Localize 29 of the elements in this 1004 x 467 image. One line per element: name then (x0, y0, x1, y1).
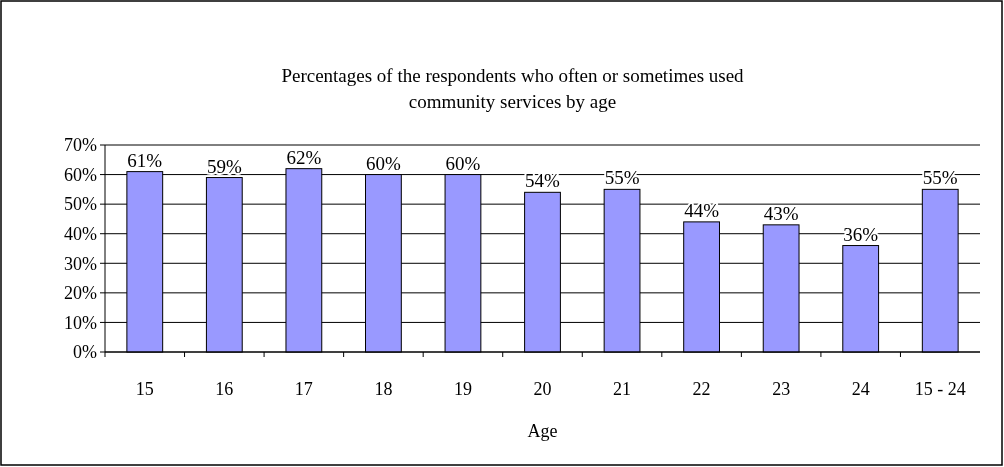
data-label: 44% (684, 199, 720, 221)
data-label: 62% (286, 146, 322, 168)
data-label: 43% (763, 202, 799, 224)
y-tick-label: 60% (64, 164, 97, 185)
x-tick-label: 15 - 24 (914, 379, 966, 399)
x-tick-label: 21 (613, 379, 632, 399)
x-tick-label: 17 (294, 379, 313, 399)
x-tick-label: 23 (772, 379, 791, 399)
data-label: 59% (206, 155, 242, 177)
y-tick-label: 30% (64, 253, 97, 274)
data-label: 60% (366, 152, 401, 174)
x-tick-label: 15 (135, 379, 154, 399)
data-label: 60% (445, 152, 481, 174)
y-tick-label: 70% (64, 135, 97, 156)
x-tick-label: 18 (374, 379, 393, 399)
y-tick-label: 10% (64, 312, 97, 333)
x-tick-label: 16 (215, 379, 234, 399)
x-tick-label: 22 (692, 379, 711, 399)
chart-title: Percentages of the respondents who often or sometimes used community services by age (281, 65, 745, 112)
y-tick-label: 20% (64, 283, 97, 304)
data-label: 61% (127, 149, 163, 171)
y-tick-label: 0% (73, 342, 97, 363)
x-tick-label: 20 (533, 379, 552, 399)
y-tick-label: 50% (64, 194, 97, 215)
x-tick-label: 19 (453, 379, 472, 399)
x-tick-label: 24 (851, 379, 870, 399)
y-tick-label: 40% (64, 224, 97, 245)
data-label: 54% (525, 170, 561, 192)
x-axis-title: Age (527, 421, 558, 441)
